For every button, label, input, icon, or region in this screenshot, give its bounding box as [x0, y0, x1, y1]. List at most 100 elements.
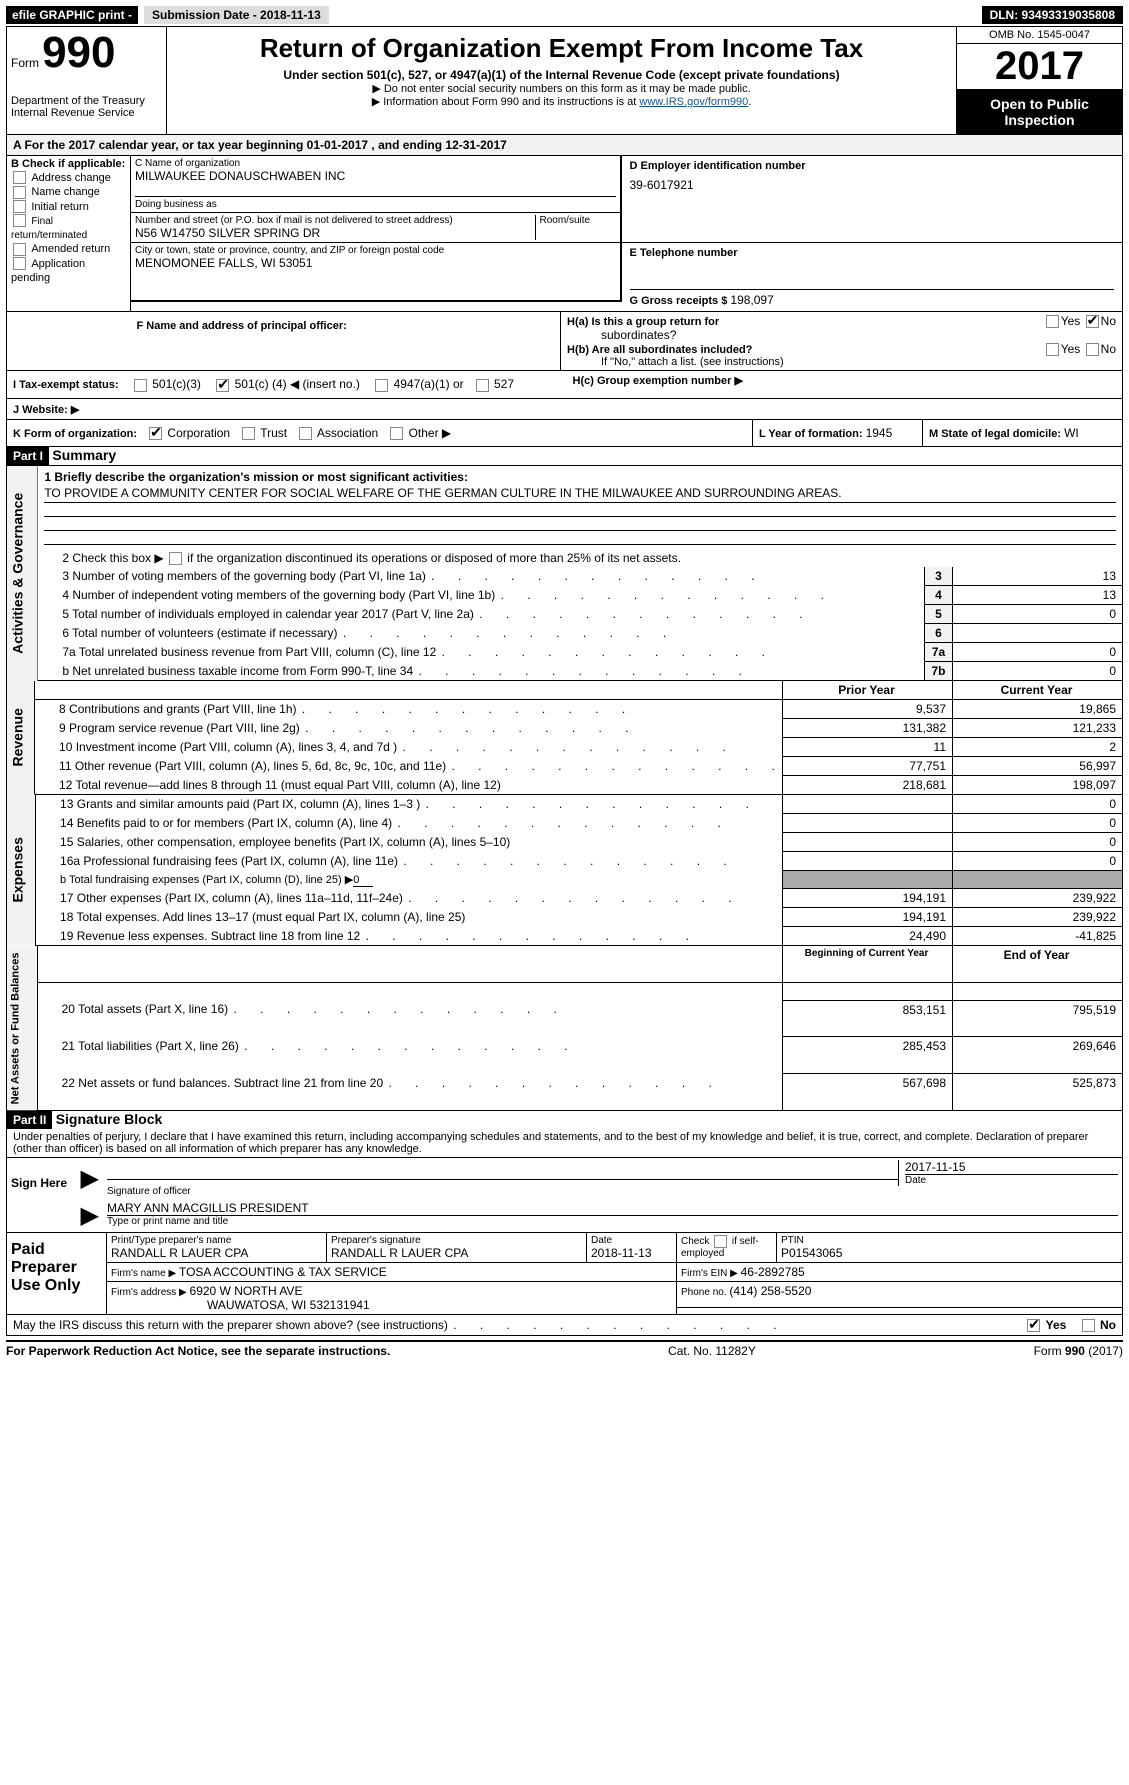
prior-12: 218,681	[783, 776, 953, 795]
info-line: ▶ Information about Form 990 and its ins…	[175, 95, 948, 108]
prior-16a	[783, 852, 953, 871]
line-2-post: if the organization discontinued its ope…	[187, 551, 681, 565]
date-label: Date	[905, 1175, 1118, 1186]
ptin-label: PTIN	[781, 1235, 1118, 1246]
chk-pending[interactable]	[13, 257, 26, 270]
chk-corp[interactable]	[149, 427, 162, 440]
chk-line-2[interactable]	[169, 552, 182, 565]
prep-date: 2018-11-13	[591, 1246, 672, 1260]
lbl-name-change: Name change	[31, 186, 100, 198]
chk-self-employed[interactable]	[714, 1235, 727, 1248]
val-7b: 0	[953, 662, 1123, 681]
line-8: 8 Contributions and grants (Part VIII, l…	[35, 700, 783, 719]
line-4: 4 Number of independent voting members o…	[38, 586, 925, 605]
section-e-label: E Telephone number	[630, 247, 1115, 259]
chk-4947[interactable]	[375, 379, 388, 392]
lbl-501c-post: ) ◀ (insert no.)	[283, 377, 360, 391]
line-16b-val: 0	[353, 874, 373, 887]
val-3: 13	[953, 567, 1123, 586]
chk-501c[interactable]	[216, 379, 229, 392]
line-22: 22 Net assets or fund balances. Subtract…	[37, 1074, 782, 1111]
chk-assoc[interactable]	[299, 427, 312, 440]
curr-13: 0	[953, 795, 1123, 814]
prior-9: 131,382	[783, 719, 953, 738]
dln: DLN: 93493319035808	[982, 6, 1123, 24]
line-7b: b Net unrelated business taxable income …	[38, 662, 925, 681]
footer-catno: Cat. No. 11282Y	[668, 1344, 756, 1358]
chk-discuss-yes[interactable]	[1027, 1319, 1040, 1332]
tax-year-begin: 01-01-2017	[307, 138, 368, 152]
line-16b-pre: b Total fundraising expenses (Part IX, c…	[60, 874, 353, 886]
prep-date-label: Date	[591, 1235, 672, 1246]
part-ii-title: Signature Block	[56, 1111, 163, 1127]
line-1-label: 1 Briefly describe the organization's mi…	[44, 470, 1116, 484]
line-9: 9 Program service revenue (Part VIII, li…	[35, 719, 783, 738]
lbl-527: 527	[494, 377, 514, 391]
chk-hb-yes[interactable]	[1046, 343, 1059, 356]
chk-501c3[interactable]	[134, 379, 147, 392]
part-i-title: Summary	[52, 447, 116, 463]
tax-year-end: 12-31-2017	[445, 138, 506, 152]
line-10: 10 Investment income (Part VIII, column …	[35, 738, 783, 757]
gross-receipts: 198,097	[730, 293, 773, 307]
chk-amended[interactable]	[13, 243, 26, 256]
prior-8: 9,537	[783, 700, 953, 719]
section-j-label: J Website: ▶	[13, 404, 79, 416]
irs-link[interactable]: www.IRS.gov/form990	[639, 96, 748, 108]
prep-sig: RANDALL R LAUER CPA	[331, 1246, 582, 1260]
chk-trust[interactable]	[242, 427, 255, 440]
firm-addr-1: 6920 W NORTH AVE	[190, 1284, 303, 1298]
lbl-initial-return: Initial return	[31, 201, 88, 213]
vlabel-net-assets: Net Assets or Fund Balances	[7, 946, 38, 1110]
dept-irs: Internal Revenue Service	[11, 107, 162, 119]
section-ha-sub: subordinates?	[601, 328, 676, 342]
chk-other[interactable]	[390, 427, 403, 440]
chk-527[interactable]	[476, 379, 489, 392]
line-21: 21 Total liabilities (Part X, line 26)	[37, 1037, 782, 1074]
footer-paperwork: For Paperwork Reduction Act Notice, see …	[6, 1344, 390, 1358]
chk-ha-yes[interactable]	[1046, 315, 1059, 328]
num-3: 3	[925, 567, 953, 586]
chk-address-change[interactable]	[13, 171, 26, 184]
type-name-label: Type or print name and title	[107, 1216, 1118, 1227]
chk-ha-no[interactable]	[1086, 315, 1099, 328]
line-14: 14 Benefits paid to or for members (Part…	[36, 814, 783, 833]
line-12: 12 Total revenue—add lines 8 through 11 …	[35, 776, 783, 795]
efile-badge: efile GRAPHIC print -	[6, 6, 138, 24]
vlabel-activities: Activities & Governance	[7, 466, 38, 681]
section-hb-label: H(b) Are all subordinates included?	[567, 344, 752, 356]
curr-10: 2	[953, 738, 1123, 757]
firm-addr-label: Firm's address ▶	[111, 1287, 190, 1298]
prior-15	[783, 833, 953, 852]
prior-21: 285,453	[783, 1037, 953, 1074]
line-11: 11 Other revenue (Part VIII, column (A),…	[35, 757, 783, 776]
prep-name: RANDALL R LAUER CPA	[111, 1246, 322, 1260]
dept-treasury: Department of the Treasury	[11, 95, 162, 107]
section-ha-label: H(a) Is this a group return for	[567, 316, 719, 328]
curr-12: 198,097	[953, 776, 1123, 795]
line-18: 18 Total expenses. Add lines 13–17 (must…	[36, 908, 783, 927]
addr-label: Number and street (or P.O. box if mail i…	[135, 215, 535, 226]
curr-11: 56,997	[953, 757, 1123, 776]
chk-hb-no[interactable]	[1086, 343, 1099, 356]
line-20: 20 Total assets (Part X, line 16)	[37, 1000, 782, 1037]
city-label: City or town, state or province, country…	[135, 245, 616, 256]
telephone	[630, 259, 1115, 289]
prior-19: 24,490	[783, 927, 953, 946]
chk-initial-return[interactable]	[13, 200, 26, 213]
sig-officer-label: Signature of officer	[107, 1186, 1118, 1197]
name-of-org-label: C Name of organization	[135, 158, 616, 169]
chk-discuss-no[interactable]	[1082, 1319, 1095, 1332]
prior-20: 853,151	[783, 1000, 953, 1037]
section-b-label: B Check if applicable:	[11, 158, 126, 170]
section-hc-label: H(c) Group exemption number ▶	[573, 375, 743, 387]
val-5: 0	[953, 605, 1123, 624]
section-i-label: I Tax-exempt status:	[13, 379, 119, 391]
open-pub-2: Inspection	[961, 112, 1118, 128]
chk-final-return[interactable]	[13, 214, 26, 227]
firm-ein: 46-2892785	[741, 1265, 805, 1279]
curr-19: -41,825	[953, 927, 1123, 946]
chk-name-change[interactable]	[13, 186, 26, 199]
line-3: 3 Number of voting members of the govern…	[38, 567, 925, 586]
line-2-pre: 2 Check this box ▶	[62, 551, 163, 565]
